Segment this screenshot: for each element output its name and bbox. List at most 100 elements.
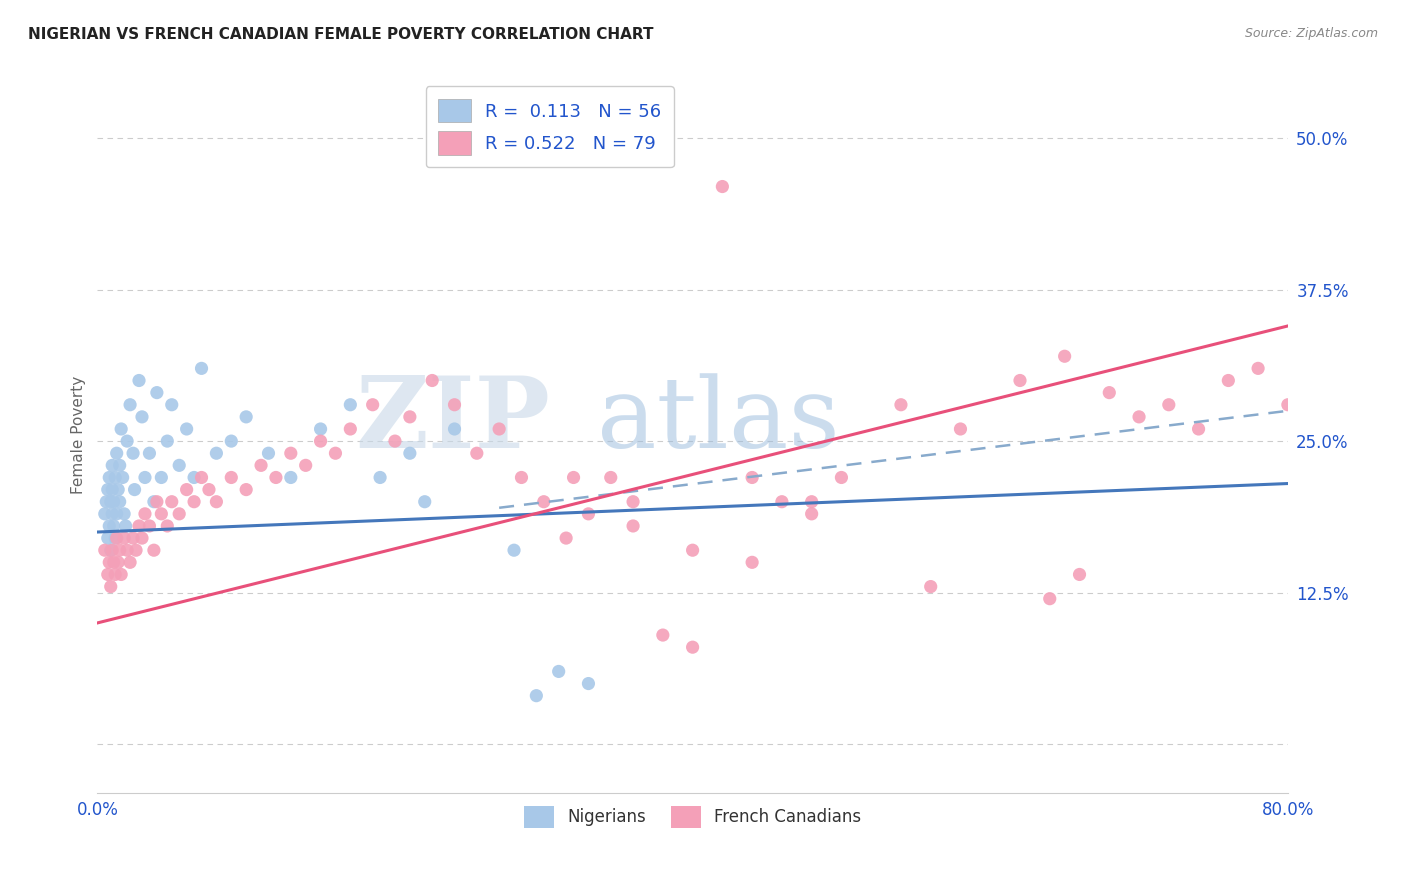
Point <box>399 446 422 460</box>
Point <box>384 434 406 449</box>
Point <box>1157 398 1180 412</box>
Point <box>235 409 257 424</box>
Point <box>1053 349 1076 363</box>
Point <box>104 470 127 484</box>
Point <box>399 409 422 424</box>
Point <box>156 519 179 533</box>
Point <box>1128 409 1150 424</box>
Point <box>205 494 228 508</box>
Point <box>115 434 138 449</box>
Point <box>420 374 443 388</box>
Point <box>100 494 122 508</box>
Point <box>128 374 150 388</box>
Point <box>264 470 287 484</box>
Point <box>488 422 510 436</box>
Point <box>131 531 153 545</box>
Point <box>150 507 173 521</box>
Point <box>257 446 280 460</box>
Point <box>533 494 555 508</box>
Point <box>104 567 127 582</box>
Point <box>1277 398 1299 412</box>
Y-axis label: Female Poverty: Female Poverty <box>72 376 86 494</box>
Point <box>309 422 332 436</box>
Point <box>103 519 125 533</box>
Point <box>800 494 823 508</box>
Point <box>142 543 165 558</box>
Point <box>176 483 198 497</box>
Point <box>325 446 347 460</box>
Point <box>339 422 361 436</box>
Point <box>146 385 169 400</box>
Point <box>98 519 121 533</box>
Point <box>1098 385 1121 400</box>
Point <box>443 422 465 436</box>
Point <box>108 458 131 473</box>
Point <box>219 434 242 449</box>
Point <box>160 398 183 412</box>
Point <box>156 434 179 449</box>
Point <box>339 398 361 412</box>
Point <box>111 470 134 484</box>
Point <box>107 555 129 569</box>
Point <box>176 422 198 436</box>
Point <box>94 543 117 558</box>
Point <box>205 446 228 460</box>
Point <box>120 398 142 412</box>
Point <box>97 483 120 497</box>
Point <box>711 179 734 194</box>
Point <box>114 519 136 533</box>
Point <box>524 689 547 703</box>
Point <box>94 507 117 521</box>
Point <box>96 494 118 508</box>
Point <box>651 628 673 642</box>
Point <box>1008 374 1031 388</box>
Point <box>138 446 160 460</box>
Point <box>1187 422 1209 436</box>
Point <box>107 483 129 497</box>
Point <box>108 543 131 558</box>
Point <box>920 580 942 594</box>
Point <box>125 543 148 558</box>
Point <box>160 494 183 508</box>
Point <box>1247 361 1270 376</box>
Point <box>1069 567 1091 582</box>
Point <box>110 567 132 582</box>
Point <box>190 361 212 376</box>
Text: atlas: atlas <box>598 373 841 468</box>
Point <box>443 398 465 412</box>
Point <box>134 507 156 521</box>
Point <box>1218 374 1240 388</box>
Point <box>741 470 763 484</box>
Point <box>134 470 156 484</box>
Point <box>578 676 600 690</box>
Point <box>682 543 704 558</box>
Point <box>167 507 190 521</box>
Point <box>190 470 212 484</box>
Point <box>115 543 138 558</box>
Point <box>413 494 436 508</box>
Point <box>741 555 763 569</box>
Point <box>103 494 125 508</box>
Point <box>250 458 273 473</box>
Point <box>890 398 912 412</box>
Point <box>621 494 644 508</box>
Point <box>100 543 122 558</box>
Point <box>183 470 205 484</box>
Point <box>110 422 132 436</box>
Point <box>105 507 128 521</box>
Point <box>599 470 621 484</box>
Point <box>294 458 316 473</box>
Point <box>280 470 302 484</box>
Text: Source: ZipAtlas.com: Source: ZipAtlas.com <box>1244 27 1378 40</box>
Point <box>105 446 128 460</box>
Point <box>682 640 704 655</box>
Point <box>562 470 585 484</box>
Point <box>949 422 972 436</box>
Point <box>503 543 526 558</box>
Point <box>146 494 169 508</box>
Point <box>103 555 125 569</box>
Point <box>101 507 124 521</box>
Point <box>235 483 257 497</box>
Point <box>98 470 121 484</box>
Point <box>578 507 600 521</box>
